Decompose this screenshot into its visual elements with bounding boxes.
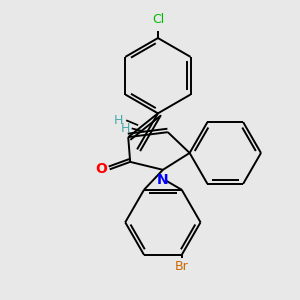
Text: Cl: Cl [152, 13, 164, 26]
Text: Br: Br [175, 260, 189, 273]
Text: O: O [95, 162, 107, 176]
Text: H: H [114, 114, 123, 127]
Text: N: N [157, 173, 169, 187]
Text: H: H [120, 122, 130, 135]
